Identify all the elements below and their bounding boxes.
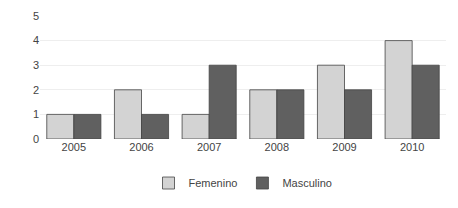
svg-text:2010: 2010 (400, 141, 424, 153)
svg-text:5: 5 (33, 10, 39, 22)
svg-text:2007: 2007 (197, 141, 221, 153)
svg-text:2008: 2008 (265, 141, 289, 153)
svg-text:Femenino: Femenino (189, 177, 238, 189)
svg-text:0: 0 (33, 133, 39, 145)
svg-text:2005: 2005 (62, 141, 86, 153)
svg-text:Masculino: Masculino (282, 177, 332, 189)
svg-text:2: 2 (33, 84, 39, 96)
svg-text:3: 3 (33, 59, 39, 71)
svg-text:2006: 2006 (129, 141, 153, 153)
svg-text:2009: 2009 (332, 141, 356, 153)
svg-text:4: 4 (33, 34, 39, 46)
svg-text:1: 1 (33, 108, 39, 120)
